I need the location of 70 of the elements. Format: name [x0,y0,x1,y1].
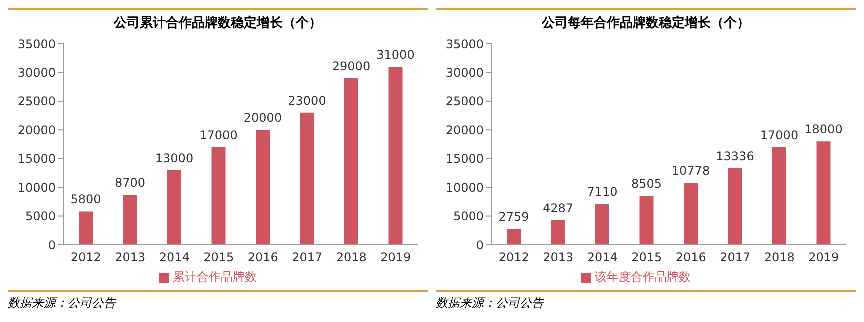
y-tick-label: 10000 [18,180,56,195]
x-tick-label: 2018 [764,250,795,265]
bar [212,147,226,245]
y-tick-label: 10000 [446,180,484,195]
bar [507,229,521,245]
source-note: 数据来源：公司公告 [8,295,118,312]
y-tick-label: 20000 [446,123,484,138]
data-label: 10778 [672,164,710,178]
legend-label: 该年度合作品牌数 [595,270,691,284]
y-tick-label: 20000 [18,123,56,138]
x-tick-label: 2012 [70,250,102,265]
data-label: 8700 [114,176,146,190]
bar [123,195,138,245]
y-tick-label: 30000 [18,66,56,80]
bar [816,142,831,245]
y-tick-label: 0 [476,238,484,252]
bar [596,204,610,245]
x-tick-label: 2013 [115,250,146,265]
x-tick-label: 2014 [587,250,618,265]
bar [344,78,358,245]
bar [684,183,698,245]
bar [256,130,270,245]
data-label: 5800 [70,192,102,207]
bar [640,196,654,245]
y-tick-label: 15000 [18,152,56,166]
x-tick-label: 2017 [720,250,751,265]
x-tick-label: 2015 [204,250,234,265]
data-label: 8505 [631,177,662,192]
y-tick-label: 5000 [453,210,484,224]
data-label: 29000 [332,59,371,74]
chart-title: 公司每年合作品牌数稳定增长（个） [436,8,856,36]
legend-label: 累计合作品牌数 [173,270,257,284]
y-tick-label: 5000 [25,210,56,224]
bar [551,220,566,245]
data-label: 13336 [716,149,754,164]
data-label: 2759 [498,210,530,224]
x-tick-label: 2012 [498,250,530,265]
y-tick-label: 35000 [18,37,56,52]
y-tick-label: 25000 [446,94,484,109]
data-label: 18000 [804,122,843,137]
data-label: 13000 [155,151,194,166]
x-tick-label: 2014 [159,250,190,265]
bar [388,66,403,245]
bar [168,170,182,245]
data-label: 31000 [376,48,415,62]
data-label: 4287 [542,201,574,216]
x-tick-label: 2019 [808,250,840,265]
y-tick-label: 30000 [446,66,484,80]
x-tick-label: 2019 [380,250,412,265]
y-tick-label: 0 [48,238,56,252]
x-tick-label: 2016 [248,250,278,265]
x-tick-label: 2013 [543,250,574,265]
data-label: 17000 [760,128,799,142]
y-tick-label: 15000 [446,152,484,166]
source-note: 数据来源：公司公告 [436,295,546,312]
x-tick-label: 2015 [632,250,662,265]
bar [79,212,93,245]
bar [728,168,742,245]
data-label: 7110 [587,185,618,200]
y-tick-label: 35000 [446,37,484,52]
bar [300,112,314,245]
data-label: 23000 [288,94,326,108]
x-tick-label: 2017 [292,250,323,265]
x-tick-label: 2016 [676,250,706,265]
chart-title: 公司累计合作品牌数稳定增长（个） [8,8,428,36]
y-tick-label: 25000 [18,94,56,109]
x-tick-label: 2018 [336,250,367,265]
bar [772,147,786,245]
data-label: 17000 [200,128,238,142]
data-label: 20000 [244,111,282,126]
